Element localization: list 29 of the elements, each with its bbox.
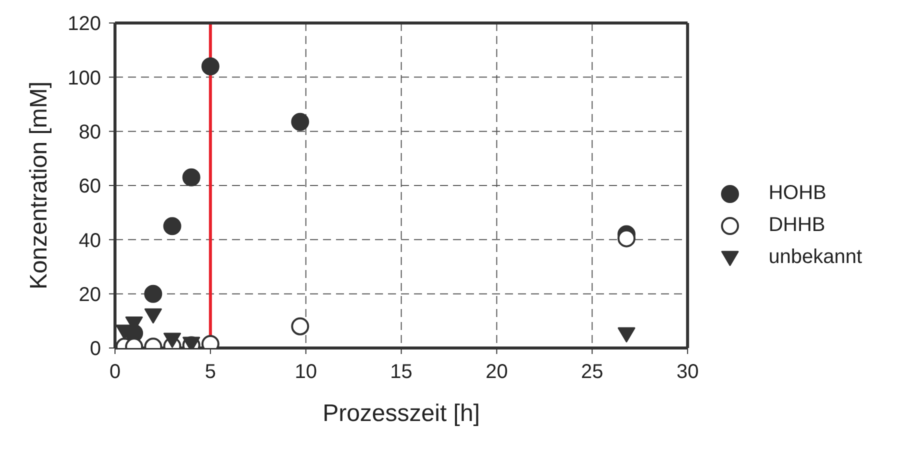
point (618, 327, 636, 342)
x-tick-label: 30 (676, 361, 699, 384)
y-tick-label: 100 (68, 67, 101, 90)
x-tick-label: 15 (390, 361, 412, 384)
point (618, 229, 636, 248)
y-axis-title: Konzentration [mM] (26, 81, 53, 290)
point (164, 332, 182, 348)
x-tick-label: 5 (204, 361, 216, 384)
y-tick-label: 60 (78, 176, 101, 198)
y-tick-label: 80 (78, 121, 101, 144)
point (144, 284, 162, 303)
legend-label: unbekannt (768, 246, 862, 269)
y-tick-label: 20 (78, 284, 101, 306)
point (163, 217, 182, 236)
point (144, 308, 162, 324)
point (291, 112, 310, 131)
x-axis-title: Prozesszeit [h] (322, 400, 480, 427)
y-tick-label: 40 (78, 230, 101, 252)
x-tick-label: 20 (486, 361, 508, 384)
legend-label: HOHB (768, 182, 826, 205)
legend-label: DHHB (768, 214, 826, 237)
point (182, 168, 200, 186)
y-tick-label: 120 (68, 13, 101, 36)
point (291, 317, 310, 336)
point (201, 57, 220, 76)
y-tick-label: 0 (90, 338, 101, 360)
x-tick-label: 0 (109, 361, 121, 384)
x-tick-label: 25 (581, 361, 604, 384)
x-tick-label: 10 (294, 361, 317, 384)
